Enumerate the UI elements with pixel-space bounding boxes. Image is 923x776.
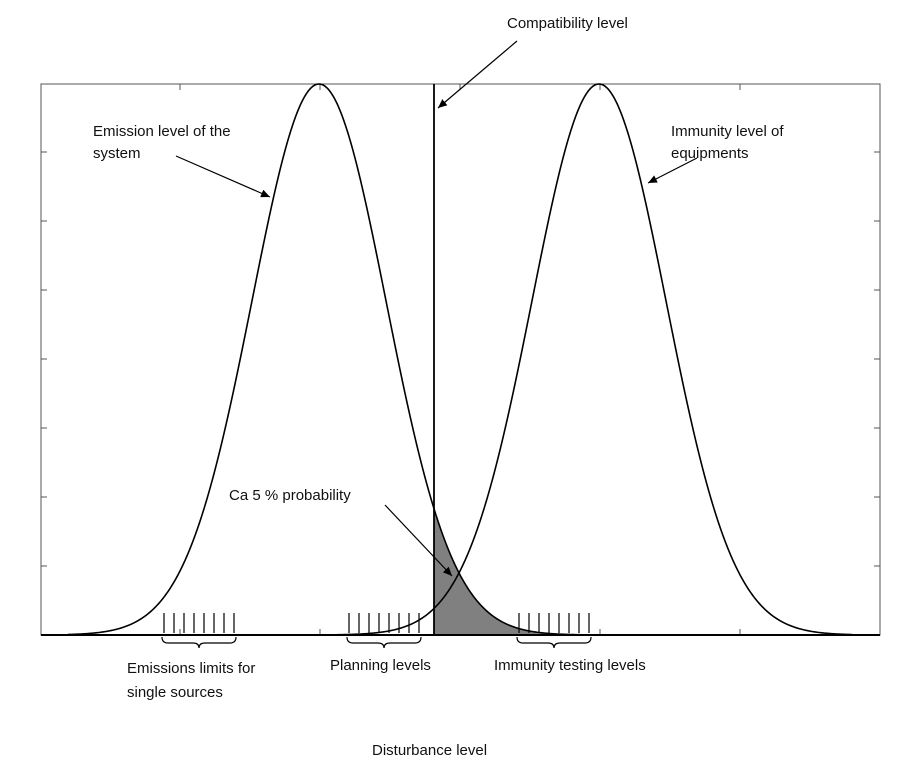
- plot-frame: [40, 83, 881, 636]
- probability-arrow: [384, 504, 453, 577]
- compatibility-arrow: [437, 40, 518, 109]
- planning-level-marks: [348, 613, 420, 633]
- emission-arrow: [175, 155, 271, 198]
- compatibility-level-label: Compatibility level: [507, 15, 628, 32]
- probability-label: Ca 5 % probability: [229, 487, 351, 504]
- immunity-label-line2: equipments: [671, 145, 749, 162]
- immunity-testing-marks: [518, 613, 590, 633]
- immunity-arrow: [647, 157, 698, 184]
- immunity-testing-levels-label: Immunity testing levels: [494, 657, 646, 674]
- axis-ticks: [41, 84, 880, 635]
- emission-label-line2: system: [93, 145, 141, 162]
- emissions-limits-label-line2: single sources: [127, 684, 223, 701]
- emission-limits-brace: [161, 636, 237, 649]
- planning-levels-brace: [346, 636, 422, 649]
- planning-levels-label: Planning levels: [330, 657, 431, 674]
- emission-curve: [67, 83, 880, 636]
- emissions-limits-label-line1: Emissions limits for: [127, 660, 255, 677]
- emission-label-line1: Emission level of the: [93, 123, 231, 140]
- immunity-label-line1: Immunity level of: [671, 123, 784, 140]
- emission-limit-marks: [163, 613, 235, 633]
- x-axis-label: Disturbance level: [372, 742, 487, 759]
- immunity-testing-brace: [516, 636, 592, 649]
- probability-area: [434, 508, 560, 635]
